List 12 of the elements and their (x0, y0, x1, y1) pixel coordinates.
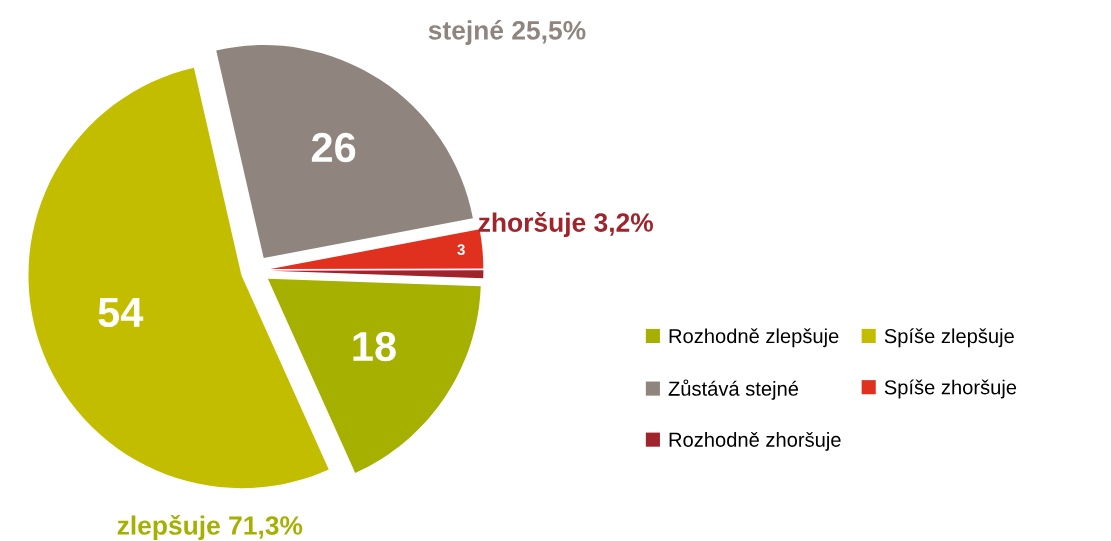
text: zhoršuje 3,2% (478, 211, 654, 238)
text: zlepšuje 71,3% (117, 514, 303, 541)
data-label: 26 (311, 132, 356, 163)
legend-label: Rozhodně zhoršuje (669, 432, 841, 451)
legend-label: Spíše zhoršuje (884, 379, 1017, 399)
data-label: 3 (457, 244, 465, 256)
text: stejné 25,5% (428, 20, 586, 45)
legend-label: Rozhodně zlepšuje (669, 328, 839, 348)
legend-label: Zůstává stejné (668, 379, 799, 400)
legend-label: Spíše zlepšuje (884, 328, 1014, 348)
data-label: 54 (98, 298, 144, 328)
data-label: 18 (353, 331, 396, 362)
